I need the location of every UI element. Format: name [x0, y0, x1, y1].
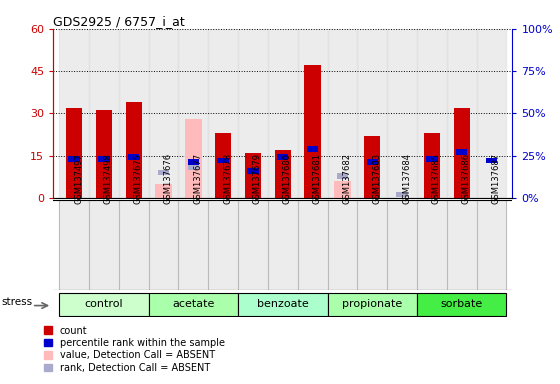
FancyBboxPatch shape	[328, 293, 417, 316]
Bar	[148, 29, 179, 198]
Bar	[277, 154, 288, 160]
Bar	[424, 133, 440, 198]
Bar	[59, 29, 89, 198]
Text: GSM137676: GSM137676	[164, 153, 172, 204]
Bar	[305, 65, 321, 198]
Bar	[89, 200, 119, 290]
Bar	[238, 200, 268, 290]
Bar	[68, 156, 80, 162]
Text: GSM137497: GSM137497	[74, 153, 83, 204]
Bar	[125, 102, 142, 198]
Bar	[357, 29, 387, 198]
Bar	[447, 29, 477, 198]
Bar	[155, 184, 172, 198]
Bar	[128, 154, 139, 160]
Bar	[477, 200, 506, 290]
Bar	[447, 200, 477, 290]
Bar	[179, 29, 208, 198]
Text: GSM137681: GSM137681	[312, 153, 321, 204]
Bar	[188, 159, 199, 165]
Text: GSM137678: GSM137678	[223, 153, 232, 204]
FancyBboxPatch shape	[238, 293, 328, 316]
Bar	[238, 29, 268, 198]
Text: stress: stress	[1, 297, 32, 307]
Bar	[334, 181, 351, 198]
Bar	[215, 133, 231, 198]
Bar	[426, 156, 437, 162]
FancyBboxPatch shape	[59, 293, 148, 316]
Bar	[307, 146, 318, 152]
Text: GDS2925 / 6757_i_at: GDS2925 / 6757_i_at	[53, 15, 185, 28]
Bar	[245, 153, 261, 198]
Text: GSM137677: GSM137677	[193, 153, 202, 204]
Bar	[248, 168, 259, 174]
Bar	[274, 150, 291, 198]
Bar	[268, 200, 298, 290]
Bar	[185, 119, 202, 198]
Bar	[179, 200, 208, 290]
Bar	[387, 29, 417, 198]
Text: acetate: acetate	[172, 299, 214, 310]
Bar	[298, 200, 328, 290]
Bar	[477, 29, 506, 198]
Bar	[328, 29, 357, 198]
Bar	[59, 200, 89, 290]
Legend: count, percentile rank within the sample, value, Detection Call = ABSENT, rank, : count, percentile rank within the sample…	[44, 326, 225, 373]
Text: GSM137684: GSM137684	[402, 153, 411, 204]
Text: GSM137680: GSM137680	[283, 153, 292, 204]
Bar	[417, 29, 447, 198]
Bar	[367, 159, 378, 165]
Bar	[66, 108, 82, 198]
Bar	[119, 29, 148, 198]
Bar	[298, 29, 328, 198]
Bar	[268, 29, 298, 198]
Text: benzoate: benzoate	[257, 299, 309, 310]
Bar	[454, 108, 470, 198]
FancyBboxPatch shape	[417, 293, 506, 316]
Bar	[96, 111, 112, 198]
Text: propionate: propionate	[342, 299, 403, 310]
Bar	[89, 29, 119, 198]
Text: GSM137682: GSM137682	[342, 153, 352, 204]
Text: GSM137687: GSM137687	[492, 153, 501, 204]
Text: GSM137685: GSM137685	[432, 153, 441, 204]
Bar	[188, 164, 199, 170]
Bar	[217, 158, 229, 164]
Text: GSM137679: GSM137679	[253, 153, 262, 204]
Bar	[486, 158, 497, 164]
Bar	[364, 136, 380, 198]
Bar	[456, 149, 468, 155]
Bar	[396, 192, 408, 197]
Bar	[417, 200, 447, 290]
Text: GSM137686: GSM137686	[461, 153, 471, 204]
Bar	[119, 200, 148, 290]
Bar	[98, 156, 110, 162]
Text: control: control	[85, 299, 123, 310]
Text: GSM137498: GSM137498	[104, 153, 113, 204]
Bar	[357, 200, 387, 290]
Bar	[337, 173, 348, 179]
FancyBboxPatch shape	[148, 293, 238, 316]
Bar	[208, 29, 238, 198]
Bar	[148, 200, 179, 290]
Bar	[328, 200, 357, 290]
Text: sorbate: sorbate	[441, 299, 483, 310]
Bar	[158, 170, 169, 175]
Bar	[387, 200, 417, 290]
Text: GSM137675: GSM137675	[134, 153, 143, 204]
Bar	[208, 200, 238, 290]
Text: GSM137683: GSM137683	[372, 153, 381, 204]
